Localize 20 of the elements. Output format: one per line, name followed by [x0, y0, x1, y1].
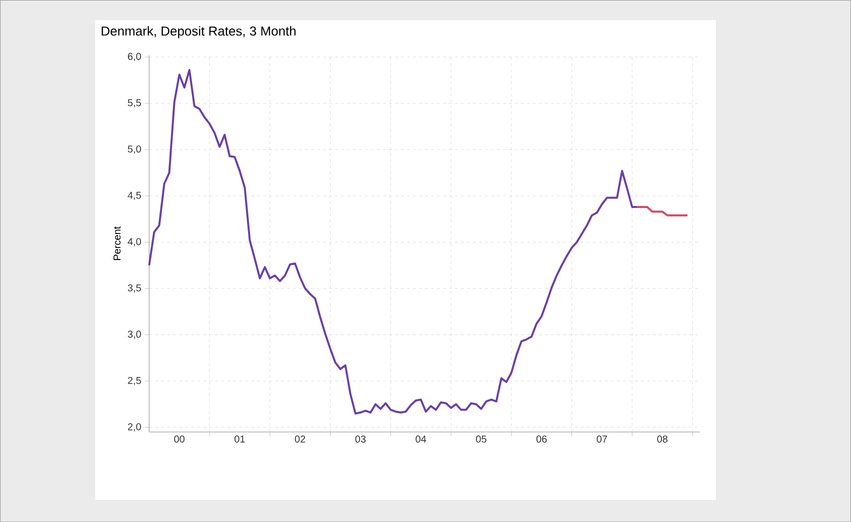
x-tick-label: 00: [174, 435, 184, 443]
y-axis-title: Percent: [114, 226, 121, 260]
y-tick-label: 4,0: [128, 238, 141, 246]
y-tick-label: 3,0: [128, 330, 141, 339]
y-tick-label: 2,0: [128, 423, 141, 432]
x-tick-label: 02: [294, 435, 306, 443]
x-tick-label: 07: [596, 435, 608, 443]
y-tick-label: 5,0: [128, 145, 141, 154]
x-tick-label: 05: [476, 435, 486, 443]
y-tick-label: 6,0: [128, 52, 141, 62]
x-tick-label: 06: [536, 435, 547, 443]
x-tick-label: 04: [416, 435, 426, 443]
y-tick-label: 2,5: [128, 376, 141, 386]
y-tick-label: 4,5: [128, 192, 141, 200]
y-tick-label: 3,5: [128, 284, 141, 293]
chart-title: Denmark, Deposit Rates, 3 Month: [102, 26, 296, 38]
x-tick-label: 08: [657, 435, 668, 443]
x-tick-label: 03: [355, 435, 366, 443]
x-tick-label: 01: [234, 435, 245, 443]
y-tick-label: 5,5: [128, 99, 141, 108]
